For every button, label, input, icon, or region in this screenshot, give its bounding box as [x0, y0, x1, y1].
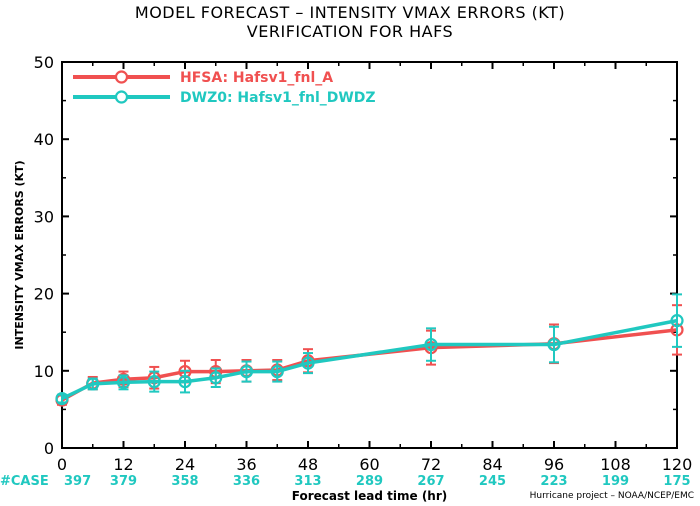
case-count: 379 — [110, 474, 137, 489]
x-tick-label: 108 — [600, 455, 631, 474]
data-point — [209, 371, 223, 385]
x-tick-label: 120 — [662, 455, 693, 474]
case-count: 336 — [233, 474, 260, 489]
case-count: 313 — [294, 474, 321, 489]
x-tick-label: 84 — [482, 455, 502, 474]
data-point — [424, 337, 438, 352]
data-point — [670, 314, 684, 328]
legend-label: DWZ0: Hafsv1_fnl_DWDZ — [180, 90, 376, 106]
case-count: 175 — [663, 474, 690, 489]
legend-marker — [114, 90, 129, 104]
case-count: 267 — [417, 474, 444, 489]
x-axis-label: Forecast lead time (hr) — [292, 489, 448, 503]
y-tick-label: 10 — [34, 362, 54, 381]
chart-subtitle: VERIFICATION FOR HAFS — [246, 22, 454, 41]
series-1 — [55, 293, 684, 406]
x-tick-label: 12 — [113, 455, 133, 474]
data-point — [178, 375, 192, 389]
y-tick-label: 40 — [34, 130, 54, 149]
data-point — [547, 337, 561, 352]
axis-labels: 0 12 24 36 48 60 72 84 96 108 120 0 10 20 30 40 50 INTENS… — [0, 53, 692, 503]
data-point — [239, 364, 254, 379]
x-tick-label: 36 — [236, 455, 256, 474]
case-row-label: #CASE — [0, 474, 49, 489]
case-count: 223 — [540, 474, 567, 489]
data-point — [147, 375, 161, 389]
data-point — [55, 391, 69, 406]
y-tick-label: 50 — [34, 53, 54, 72]
data-point — [301, 356, 315, 370]
y-tick-label: 30 — [34, 207, 54, 226]
legend-label: HFSA: Hafsv1_fnl_A — [180, 70, 333, 86]
x-tick-label: 48 — [298, 455, 318, 474]
y-tick-label: 20 — [34, 285, 54, 304]
axes-layer — [61, 61, 678, 449]
case-count: 245 — [479, 474, 506, 489]
series-layer — [55, 293, 684, 407]
x-tick-label: 0 — [57, 455, 67, 474]
chart-title: MODEL FORECAST – INTENSITY VMAX ERRORS (… — [134, 3, 566, 22]
legend-marker — [114, 70, 129, 84]
data-point — [116, 375, 131, 389]
x-tick-label: 96 — [544, 455, 564, 474]
case-count: 289 — [356, 474, 383, 489]
data-point — [86, 377, 100, 391]
legend: HFSA: Hafsv1_fnl_A DWZ0: Hafsv1_fnl_DWDZ — [73, 70, 376, 106]
x-tick-label: 60 — [359, 455, 379, 474]
y-tick-label: 0 — [44, 439, 54, 458]
x-tick-label: 24 — [175, 455, 195, 474]
case-count: 358 — [171, 474, 198, 489]
footer-credit: Hurricane project – NOAA/NCEP/EMC — [529, 491, 694, 501]
case-count: 199 — [602, 474, 629, 489]
x-tick-label: 72 — [421, 455, 441, 474]
case-count: 397 — [64, 474, 91, 489]
data-point — [270, 364, 284, 379]
y-axis-label: INTENSITY VMAX ERRORS (KT) — [13, 160, 26, 349]
